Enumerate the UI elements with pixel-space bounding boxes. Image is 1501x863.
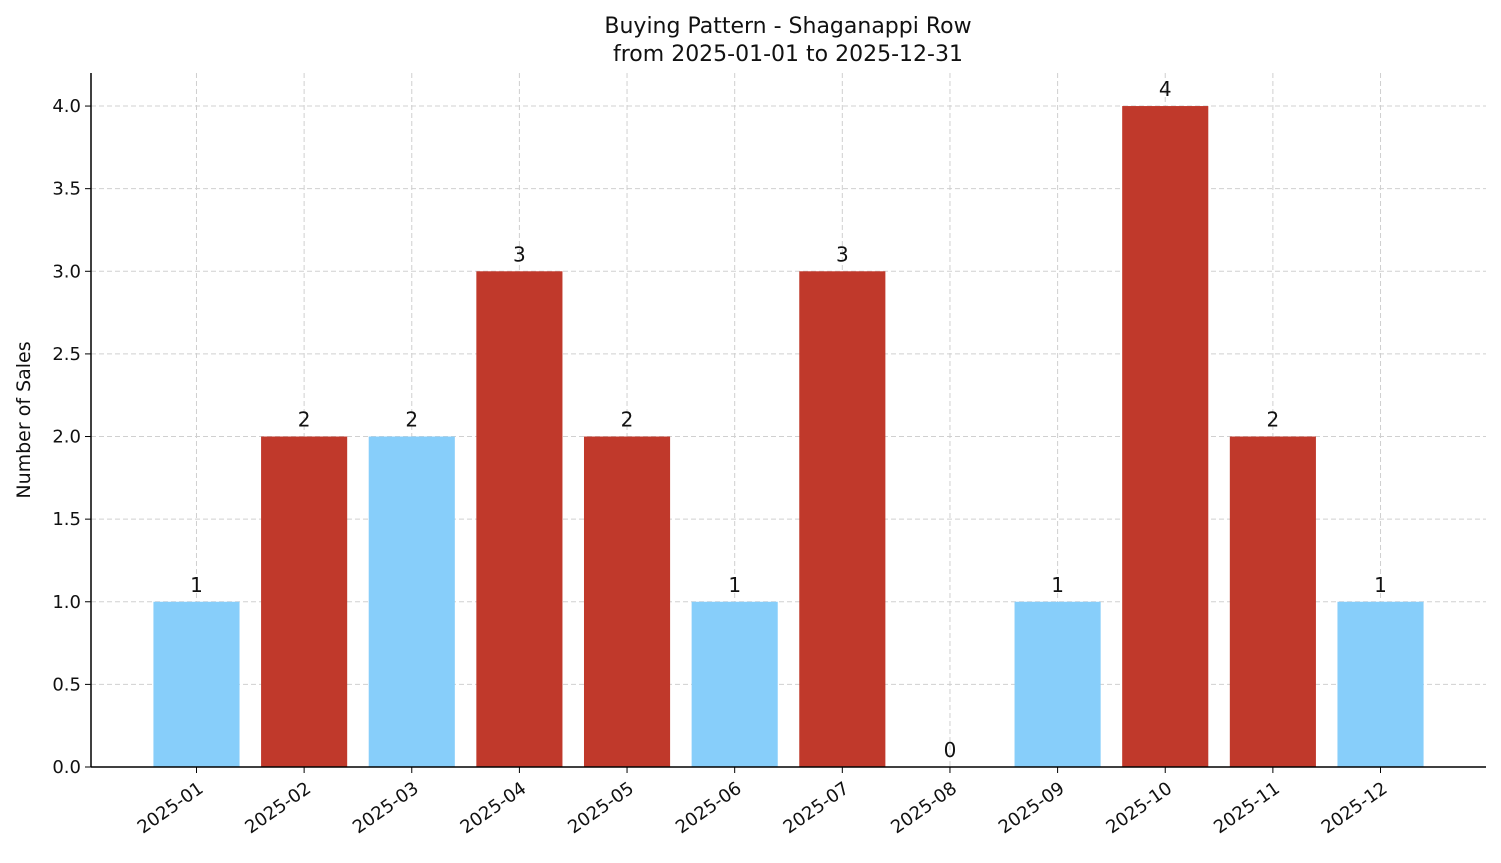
value-label: 3: [836, 242, 849, 266]
bar: [153, 601, 240, 767]
x-tick-label: 2025-05: [564, 778, 638, 838]
y-tick-label: 0.0: [52, 757, 81, 778]
bar: [1122, 106, 1209, 768]
chart-title: Buying Pattern - Shaganappi Row: [604, 14, 971, 39]
value-label: 2: [1267, 408, 1280, 432]
value-label: 1: [728, 573, 741, 597]
y-tick-label: 1.0: [52, 592, 81, 613]
value-label: 2: [298, 408, 311, 432]
bar: [1337, 601, 1424, 767]
y-tick-label: 2.0: [52, 427, 81, 448]
value-label: 1: [190, 573, 203, 597]
y-tick-label: 0.5: [52, 674, 81, 695]
bar: [583, 436, 671, 767]
value-label: 1: [1051, 573, 1064, 597]
y-tick-label: 4.0: [52, 96, 81, 117]
x-tick-label: 2025-06: [672, 778, 746, 838]
x-tick-label: 2025-12: [1318, 778, 1392, 838]
x-tick-label: 2025-07: [780, 778, 854, 838]
x-tick-label: 2025-11: [1210, 778, 1284, 838]
value-label: 4: [1159, 77, 1172, 101]
chart-subtitle: from 2025-01-01 to 2025-12-31: [613, 42, 963, 67]
value-label: 3: [513, 242, 526, 266]
value-label: 0: [944, 738, 957, 762]
bar: [261, 436, 348, 767]
y-tick-label: 2.5: [52, 344, 81, 365]
value-label: 2: [405, 408, 418, 432]
value-label: 2: [621, 408, 634, 432]
x-tick-label: 2025-03: [349, 778, 423, 838]
y-axis-label: Number of Sales: [13, 341, 35, 498]
bar: [1229, 436, 1316, 767]
y-tick-label: 3.0: [52, 261, 81, 282]
x-tick-label: 2025-02: [241, 778, 315, 838]
y-tick-label: 1.5: [52, 509, 81, 530]
value-label: 1: [1374, 573, 1387, 597]
x-tick-label: 2025-09: [995, 778, 1069, 838]
bar: [476, 271, 563, 767]
x-tick-label: 2025-04: [457, 778, 531, 838]
x-tick-label: 2025-08: [887, 778, 961, 838]
x-tick-label: 2025-10: [1102, 778, 1176, 838]
x-tick-label: 2025-01: [134, 778, 208, 838]
bar: [799, 271, 886, 767]
bar: [691, 601, 778, 767]
bar: [1014, 601, 1101, 767]
bar: [368, 436, 455, 767]
y-tick-label: 3.5: [52, 179, 81, 200]
